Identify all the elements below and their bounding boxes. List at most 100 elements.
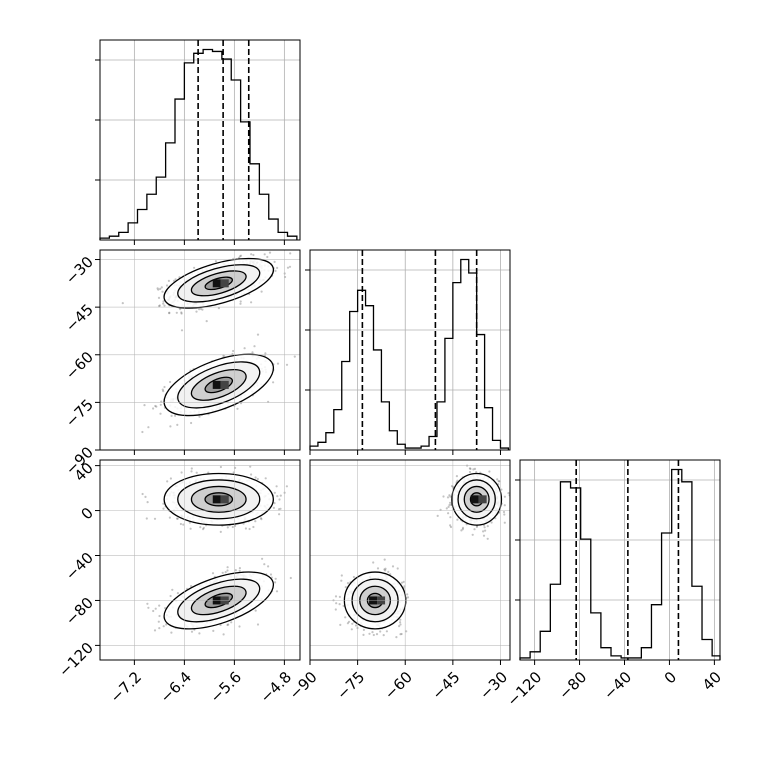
y-tick-label: −40: [62, 549, 97, 584]
scatter-point: [156, 287, 159, 290]
scatter-point: [158, 627, 161, 630]
hist-panel-1: [305, 249, 511, 455]
hist-panel-0: [95, 39, 301, 245]
scatter-point: [201, 308, 204, 311]
scatter-point: [238, 569, 241, 573]
scatter-point: [230, 621, 233, 624]
scatter-point: [152, 407, 155, 410]
scatter-point: [347, 620, 351, 623]
y-tick-label: −80: [62, 594, 97, 629]
scatter-point: [250, 473, 253, 476]
scatter-point: [471, 533, 474, 536]
scatter-point: [168, 516, 171, 519]
scatter-point: [189, 527, 192, 530]
scatter-point: [500, 488, 503, 491]
scatter-point: [406, 593, 409, 596]
scatter-point: [344, 586, 347, 589]
scatter-point: [383, 558, 386, 561]
scatter-point: [278, 498, 281, 501]
scatter-point: [362, 628, 365, 632]
scatter-point: [254, 520, 257, 523]
scatter-point: [190, 467, 193, 470]
scatter-point: [482, 534, 486, 537]
scatter-point: [473, 528, 476, 531]
scatter-point: [195, 471, 198, 474]
scatter-point: [395, 636, 398, 639]
scatter-point: [447, 505, 450, 508]
scatter-point: [387, 570, 390, 574]
scatter-point: [289, 252, 292, 255]
scatter-point: [168, 311, 171, 314]
scatter-point: [238, 255, 242, 258]
scatter-point: [253, 345, 256, 348]
scatter-point: [165, 284, 169, 287]
scatter-point: [159, 412, 162, 415]
scatter-point: [198, 415, 201, 418]
scatter-point: [483, 526, 486, 529]
scatter-point: [163, 385, 166, 389]
scatter-point: [190, 585, 193, 588]
scatter-point: [153, 517, 157, 520]
scatter-point: [143, 404, 146, 407]
scatter-point: [145, 517, 148, 520]
scatter-point: [157, 288, 160, 291]
scatter-point: [273, 491, 276, 494]
scatter-point: [160, 286, 163, 289]
scatter-point: [334, 595, 338, 598]
scatter-point: [354, 624, 358, 627]
scatter-point: [449, 524, 452, 527]
scatter-point: [158, 604, 161, 607]
scatter-point: [396, 567, 399, 570]
scatter-point: [221, 571, 224, 574]
scatter-point: [486, 537, 489, 540]
scatter-point: [461, 528, 464, 531]
scatter-point: [141, 430, 144, 434]
scatter-point: [226, 623, 229, 627]
scatter-point: [234, 569, 237, 572]
scatter-point: [252, 253, 255, 257]
x-tick-label: −5.6: [207, 668, 245, 706]
scatter-point: [400, 581, 403, 584]
scatter-point: [447, 512, 450, 515]
scatter-point: [180, 329, 184, 332]
scatter-point: [484, 529, 487, 532]
scatter-point: [256, 477, 259, 481]
scatter-point: [254, 476, 257, 479]
scatter-point: [385, 630, 388, 633]
scatter-point: [269, 573, 273, 576]
scatter-point: [144, 495, 147, 498]
scatter-point: [146, 501, 149, 504]
scatter-point: [372, 633, 375, 637]
scatter-point: [190, 630, 194, 633]
hist-step: [519, 468, 721, 660]
scatter-point: [158, 614, 161, 618]
scatter-point: [263, 253, 266, 256]
scatter-point: [502, 510, 506, 514]
scatter-point: [456, 518, 459, 521]
scatter-point: [455, 475, 458, 478]
x-tick-label: −7.2: [107, 668, 145, 706]
scatter-point: [163, 304, 166, 307]
scatter-point: [384, 567, 387, 570]
density-peak: [478, 495, 487, 504]
hist-bg: [520, 460, 720, 660]
scatter-point: [268, 251, 272, 254]
x-tick-label: −40: [600, 668, 635, 703]
scatter-point: [219, 465, 222, 469]
scatter-point: [400, 632, 403, 636]
scatter-point: [250, 253, 253, 256]
scatter-point: [275, 590, 279, 593]
scatter-point: [286, 266, 290, 269]
scatter-point: [449, 525, 453, 529]
scatter-point: [159, 287, 162, 290]
x-tick-label: 0: [661, 668, 680, 687]
density-peak: [220, 380, 229, 389]
scatter-point: [379, 630, 382, 633]
scatter-point: [238, 567, 241, 570]
scatter-point: [399, 618, 402, 621]
scatter-point: [338, 603, 341, 606]
scatter-point: [391, 565, 395, 568]
density-peak: [220, 495, 229, 504]
scatter-point: [146, 602, 149, 605]
scatter-point: [168, 312, 171, 315]
